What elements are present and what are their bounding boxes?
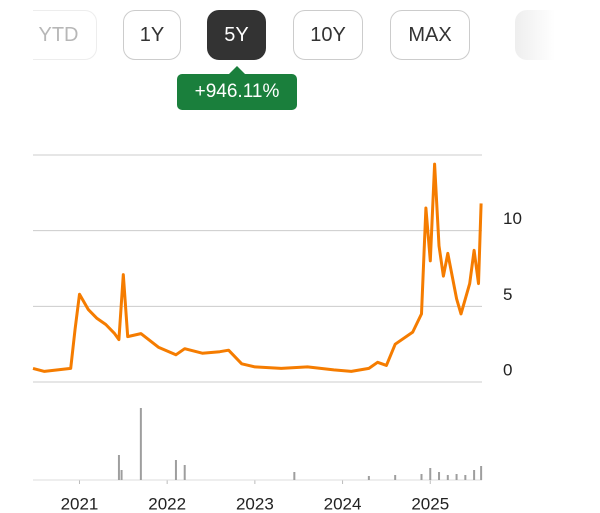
volume-bar bbox=[139, 408, 142, 480]
volume-bar bbox=[117, 455, 120, 480]
volume-bar bbox=[429, 468, 432, 480]
volume-bar bbox=[367, 476, 370, 480]
volume-bar bbox=[120, 470, 123, 480]
range-button[interactable]: YTD bbox=[33, 10, 97, 60]
range-button[interactable]: 5Y bbox=[207, 10, 266, 60]
volume-bar bbox=[420, 474, 423, 480]
volume-bar bbox=[438, 472, 441, 480]
range-button[interactable]: 10Y bbox=[293, 10, 363, 60]
volume-bar bbox=[446, 475, 449, 480]
volume-bar bbox=[455, 474, 458, 480]
x-tick-label: 2022 bbox=[148, 494, 186, 513]
x-tick-label: 2021 bbox=[61, 494, 99, 513]
volume-bar bbox=[183, 465, 186, 480]
x-tick-label: 2023 bbox=[236, 494, 274, 513]
volume-bar bbox=[394, 475, 397, 480]
volume-bar bbox=[473, 470, 476, 480]
x-tick-label: 2025 bbox=[411, 494, 449, 513]
range-button[interactable]: MAX bbox=[390, 10, 470, 60]
price-line bbox=[32, 162, 483, 373]
x-tick-label: 2024 bbox=[324, 494, 362, 513]
volume-bar bbox=[480, 466, 483, 480]
y-tick-label: 0 bbox=[503, 360, 512, 379]
y-tick-label: 5 bbox=[503, 285, 512, 304]
y-tick-label: 10 bbox=[503, 209, 522, 228]
more-button-edge bbox=[515, 10, 555, 60]
volume-bar bbox=[464, 475, 467, 480]
range-button[interactable]: 1Y bbox=[123, 10, 181, 60]
change-badge: +946.11% bbox=[177, 66, 297, 110]
volume-bar bbox=[293, 472, 296, 480]
volume-bar bbox=[174, 460, 177, 480]
